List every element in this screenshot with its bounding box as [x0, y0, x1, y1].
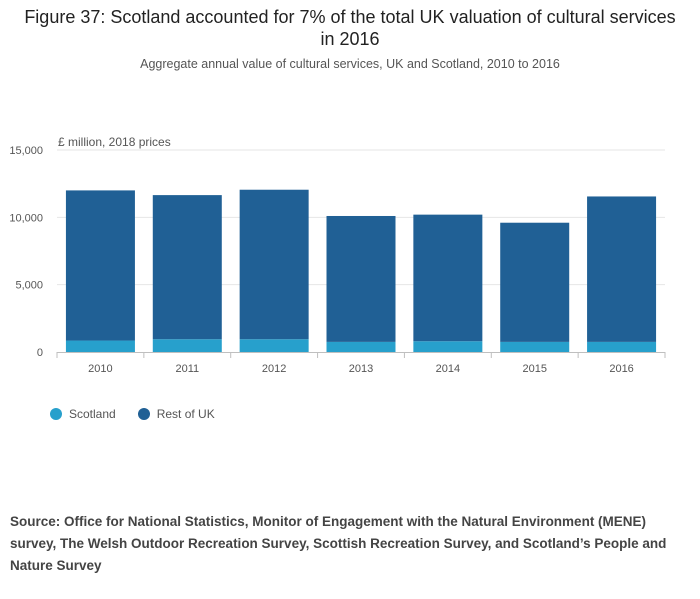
y-tick-label: 5,000 [15, 280, 43, 292]
x-tick-label: 2010 [88, 363, 112, 375]
bar-rest-of-uk-2015 [500, 222, 570, 342]
source-note: Source: Office for National Statistics, … [10, 514, 667, 573]
legend-label-rest-of-uk: Rest of UK [156, 407, 215, 421]
x-tick-label: 2015 [522, 363, 546, 375]
legend-item-scotland[interactable]: Scotland [50, 407, 116, 421]
bar-rest-of-uk-2014 [413, 214, 483, 342]
bar-scotland-2014 [413, 341, 483, 352]
bar-scotland-2015 [500, 341, 570, 352]
y-axis-label: £ million, 2018 prices [58, 135, 171, 149]
x-tick-label: 2016 [609, 363, 633, 375]
legend-item-rest-of-uk[interactable]: Rest of UK [137, 407, 215, 421]
bar-rest-of-uk-2016 [587, 196, 657, 342]
x-tick-label: 2011 [175, 363, 199, 375]
bar-scotland-2012 [239, 339, 309, 352]
legend-swatch-scotland [50, 408, 62, 420]
chart-subtitle: Aggregate annual value of cultural servi… [140, 57, 560, 71]
y-tick-label: 0 [37, 347, 43, 359]
legend-label-scotland: Scotland [69, 407, 116, 421]
y-tick-label: 10,000 [9, 212, 43, 224]
chart-legend: Scotland Rest of UK [50, 407, 237, 421]
bar-scotland-2016 [587, 341, 657, 352]
bar-scotland-2013 [326, 341, 396, 352]
bar-rest-of-uk-2012 [239, 189, 309, 340]
bar-rest-of-uk-2010 [65, 190, 135, 341]
stacked-bar-chart: 0 5,000 10,000 15,000 £ million, 2018 prices… [9, 135, 666, 375]
x-tick-label: 2012 [262, 363, 286, 375]
chart-title: Figure 37: Scotland accounted for 7% of … [24, 7, 676, 49]
y-tick-label: 15,000 [9, 145, 43, 157]
bar-rest-of-uk-2011 [152, 195, 222, 340]
bar-rest-of-uk-2013 [326, 215, 396, 342]
x-tick-label: 2014 [436, 363, 460, 375]
bar-scotland-2010 [65, 340, 135, 352]
legend-swatch-rest-of-uk [137, 408, 150, 420]
bar-scotland-2011 [152, 339, 222, 352]
x-tick-label: 2013 [349, 363, 373, 375]
